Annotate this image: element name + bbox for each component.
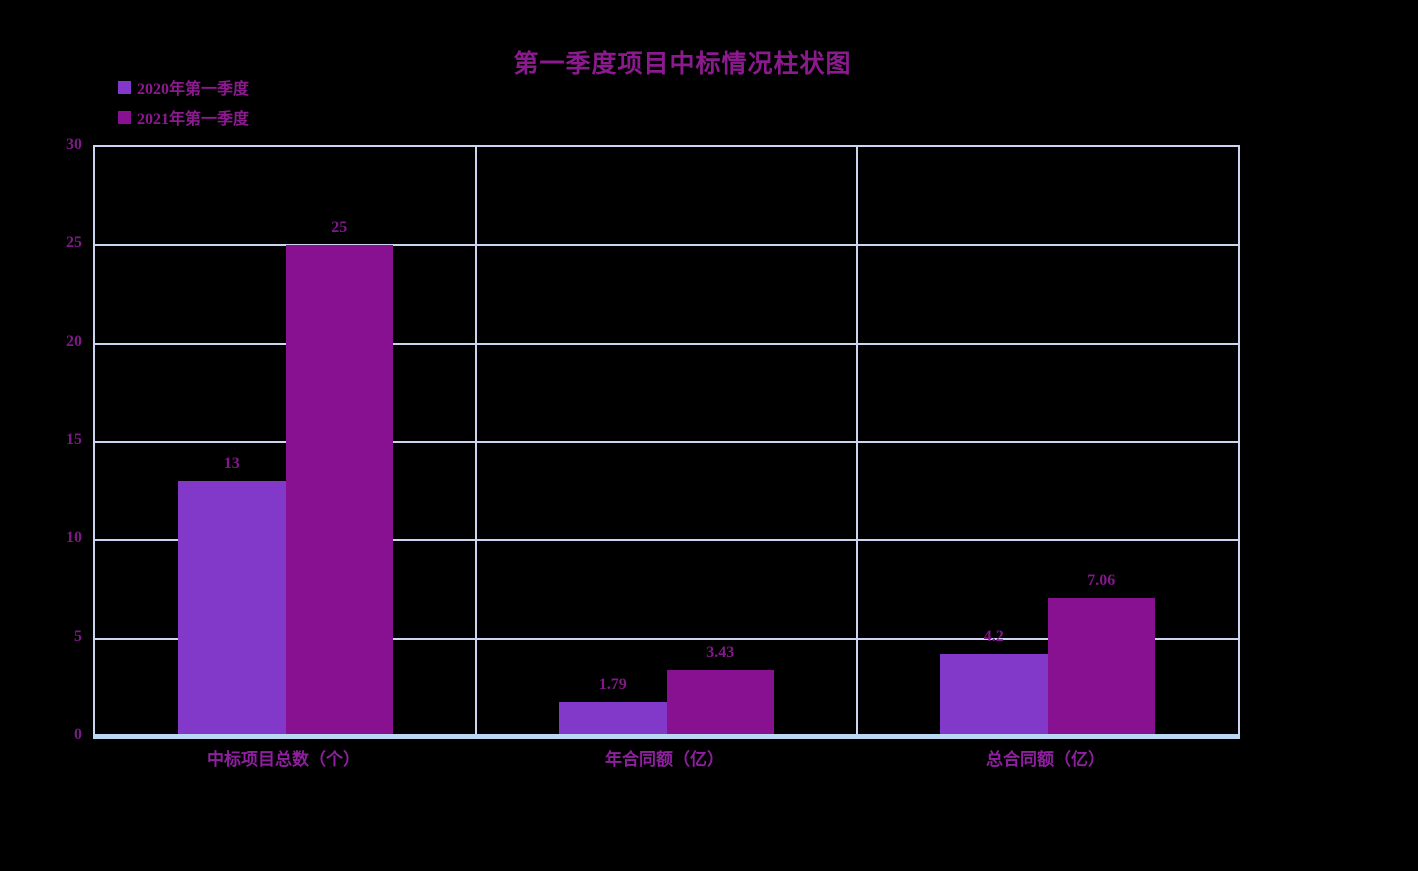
x-axis-line [93, 734, 1240, 739]
bar-value-label: 25 [331, 219, 348, 237]
y-axis-labels: 0 5 10 15 20 25 30 [40, 137, 82, 743]
gridline [95, 441, 1238, 443]
legend-swatch-icon [118, 80, 131, 94]
y-tick-label: 30 [66, 136, 82, 153]
y-tick-label: 25 [66, 234, 82, 252]
bar-panels: 13 25 1.79 3.43 4.2 7.06 [95, 147, 1238, 737]
category-label: 中标项目总数（个） [207, 750, 360, 769]
y-tick-label: 5 [74, 627, 82, 645]
category-labels: 中标项目总数（个） 年合同额（亿） 总合同额（亿） [93, 745, 1236, 770]
panel-divider [474, 147, 477, 737]
legend: 2020年第一季度 2021年第一季度 [118, 76, 249, 136]
legend-label: 2021年第一季度 [137, 111, 250, 128]
bar: 1.79 [559, 676, 667, 737]
panel-divider [855, 147, 858, 737]
legend-label: 2020年第一季度 [137, 81, 250, 98]
category-panel: 13 25 [95, 147, 476, 737]
y-tick-label: 0 [74, 726, 82, 743]
category-label: 年合同额（亿） [605, 750, 724, 769]
bar-value-label: 1.79 [598, 675, 627, 693]
bar: 4.2 [940, 628, 1048, 737]
bar-value-label: 4.2 [983, 628, 1004, 646]
category-panel: 1.79 3.43 [476, 147, 857, 737]
y-tick-label: 20 [66, 332, 82, 350]
category-panel: 4.2 7.06 [857, 147, 1238, 737]
gridline [95, 342, 1238, 345]
legend-item: 2020年第一季度 [118, 76, 249, 98]
y-tick-label: 10 [66, 529, 82, 547]
y-tick-label: 15 [66, 431, 82, 448]
bar: 25 [285, 219, 393, 737]
plot-area: 13 25 1.79 3.43 4.2 7.06 [93, 145, 1240, 739]
bar: 13 [178, 455, 286, 737]
gridline [95, 637, 1238, 640]
category-label: 总合同额（亿） [986, 750, 1105, 769]
legend-item: 2021年第一季度 [118, 106, 249, 128]
legend-swatch-icon [118, 110, 131, 124]
bar-value-label: 3.43 [706, 643, 735, 661]
bar: 7.06 [1047, 572, 1155, 737]
bar-value-label: 7.06 [1087, 572, 1116, 590]
gridline [95, 244, 1238, 247]
bar: 3.43 [666, 644, 774, 737]
chart-title: 第一季度项目中标情况柱状图 [513, 51, 852, 78]
gridline [95, 539, 1238, 542]
bar-value-label: 13 [223, 455, 240, 473]
